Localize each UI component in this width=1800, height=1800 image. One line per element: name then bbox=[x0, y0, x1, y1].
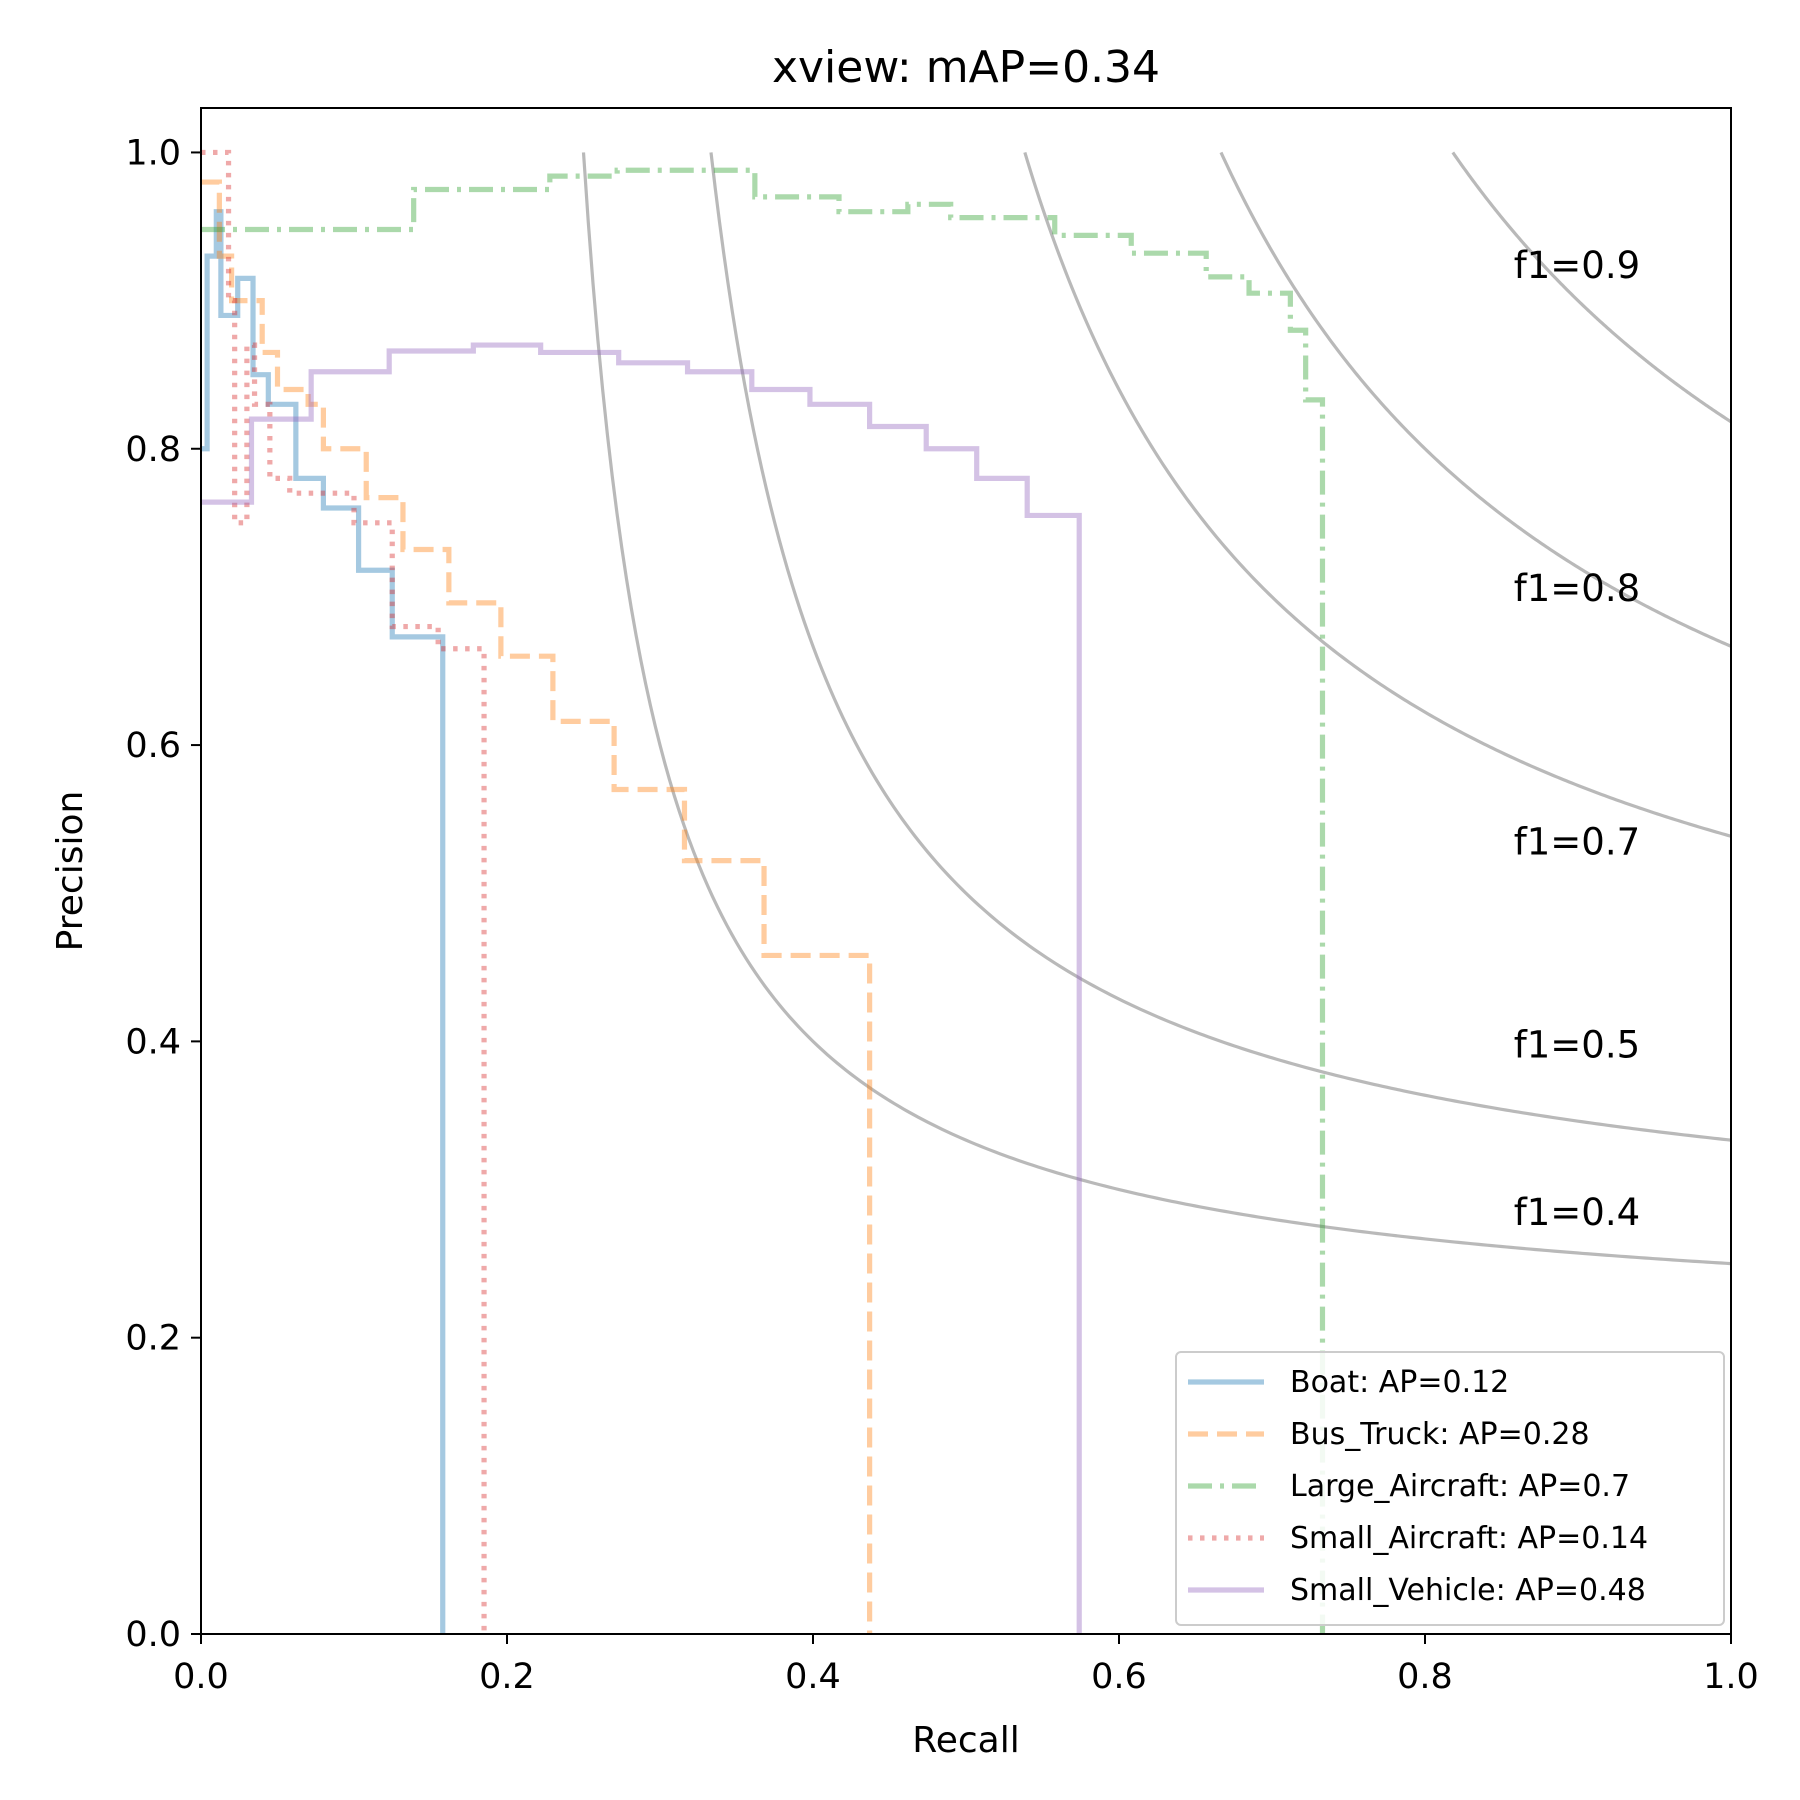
series-line bbox=[201, 179, 873, 1634]
iso-f1-curve bbox=[581, 152, 1731, 1266]
series-line bbox=[201, 209, 446, 1634]
series-line bbox=[201, 342, 1082, 1634]
iso-f1-label: f1=0.4 bbox=[1514, 1191, 1640, 1234]
y-tick-label: 1.0 bbox=[125, 133, 181, 173]
y-tick-label: 0.0 bbox=[125, 1615, 181, 1655]
y-axis-label: Precision bbox=[50, 791, 91, 952]
x-tick-label: 1.0 bbox=[1703, 1657, 1759, 1697]
legend-entry-label: Large_Aircraft: AP=0.7 bbox=[1290, 1469, 1630, 1504]
iso-f1-label: f1=0.9 bbox=[1514, 244, 1640, 287]
iso-f1-curve bbox=[1219, 151, 1731, 648]
series-line bbox=[201, 149, 487, 1634]
iso-f1-label: f1=0.5 bbox=[1514, 1023, 1640, 1066]
y-tick-label: 0.4 bbox=[125, 1022, 181, 1062]
x-tick-label: 0.2 bbox=[479, 1657, 535, 1697]
iso-f1-curve bbox=[1023, 151, 1731, 838]
iso-f1-label: f1=0.8 bbox=[1514, 567, 1640, 610]
x-axis-label: Recall bbox=[912, 1720, 1019, 1761]
iso-f1-label: f1=0.7 bbox=[1514, 820, 1640, 863]
y-tick-label: 0.2 bbox=[125, 1319, 181, 1359]
series-line bbox=[201, 167, 1326, 1634]
x-tick-label: 0.0 bbox=[173, 1657, 229, 1697]
iso-f1-curves bbox=[581, 151, 1731, 1266]
chart-title: xview: mAP=0.34 bbox=[772, 42, 1160, 93]
y-tick-label: 0.6 bbox=[125, 726, 181, 766]
iso-f1-curve bbox=[709, 152, 1731, 1142]
y-tick-label: 0.8 bbox=[125, 430, 181, 470]
legend-entry-label: Small_Aircraft: AP=0.14 bbox=[1290, 1521, 1648, 1556]
axis-ticks: f1=0.4 f1=0.5 f1=0.7 f1=0.8 f1=0.9 0.0 0.2 0.4 0… bbox=[125, 133, 1759, 1697]
pr-series-lines bbox=[201, 149, 1326, 1634]
legend-entry-label: Boat: AP=0.12 bbox=[1290, 1365, 1509, 1400]
x-tick-label: 0.4 bbox=[785, 1657, 841, 1697]
plot-frame bbox=[200, 107, 1732, 1635]
x-tick-label: 0.8 bbox=[1397, 1657, 1453, 1697]
iso-f1-curve bbox=[1451, 151, 1731, 424]
legend-entry-label: Bus_Truck: AP=0.28 bbox=[1290, 1417, 1590, 1452]
legend-box bbox=[1175, 1351, 1725, 1626]
legend: Boat: AP=0.12 Bus_Truck: AP=0.28 Large_Air… bbox=[1175, 1351, 1725, 1626]
legend-entry-label: Small_Vehicle: AP=0.48 bbox=[1290, 1573, 1646, 1608]
x-tick-label: 0.6 bbox=[1091, 1657, 1147, 1697]
